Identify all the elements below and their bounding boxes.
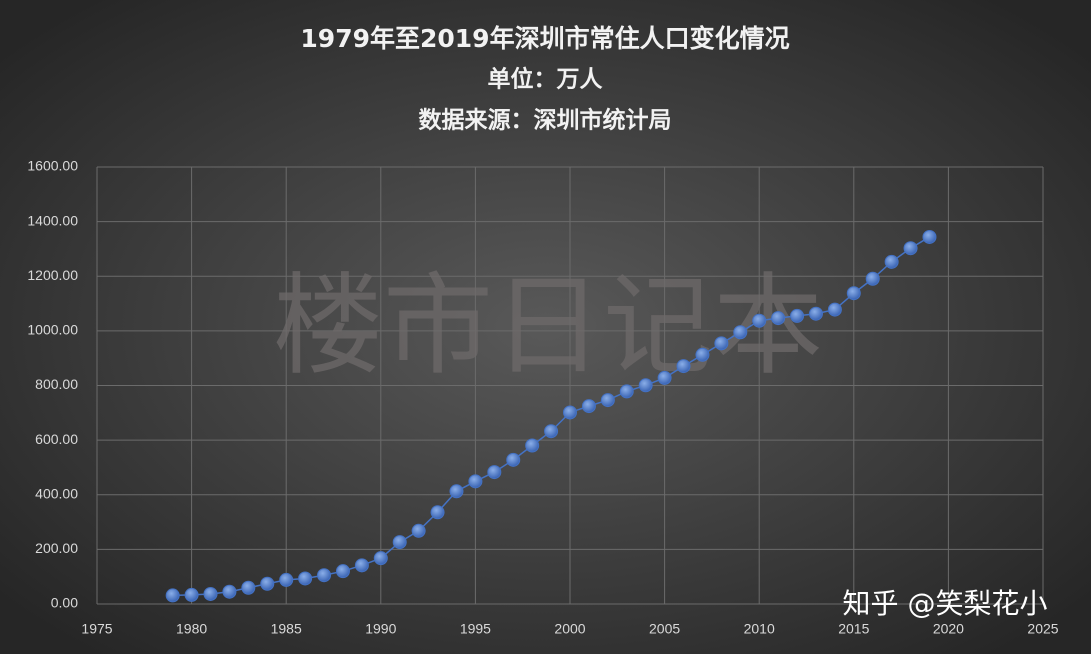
- x-tick-label: 2015: [838, 621, 869, 637]
- data-point: [544, 424, 559, 439]
- data-point: [525, 438, 540, 453]
- x-tick-label: 2010: [744, 621, 775, 637]
- data-point: [638, 378, 653, 393]
- data-point: [298, 571, 313, 586]
- data-point: [676, 359, 691, 374]
- data-point: [600, 393, 615, 408]
- data-point: [827, 302, 842, 317]
- y-tick-label: 1000.00: [27, 322, 78, 338]
- watermark-credit: 知乎 @笑梨花小: [843, 587, 1048, 620]
- data-point: [354, 558, 369, 573]
- x-tick-label: 2025: [1027, 621, 1058, 637]
- data-point: [657, 370, 672, 385]
- data-point: [733, 325, 748, 340]
- data-point: [165, 588, 180, 603]
- data-point: [241, 580, 256, 595]
- data-point: [392, 535, 407, 550]
- y-tick-label: 0.00: [51, 595, 78, 611]
- x-tick-label: 2005: [649, 621, 680, 637]
- data-point: [411, 523, 426, 538]
- data-point: [619, 384, 634, 399]
- data-point: [222, 584, 237, 599]
- data-point: [184, 587, 199, 602]
- data-point: [203, 586, 218, 601]
- data-point: [468, 474, 483, 489]
- x-tick-label: 2020: [933, 621, 964, 637]
- x-tick-label: 1995: [460, 621, 491, 637]
- data-point: [449, 484, 464, 499]
- data-point: [865, 271, 880, 286]
- data-point: [884, 254, 899, 269]
- watermark: 楼市日记本: [273, 262, 823, 390]
- y-tick-label: 1600.00: [27, 158, 78, 174]
- x-tick-label: 1975: [81, 621, 112, 637]
- x-tick-label: 1990: [365, 621, 396, 637]
- x-tick-label: 1980: [176, 621, 207, 637]
- data-point: [922, 229, 937, 244]
- y-tick-label: 400.00: [35, 485, 78, 501]
- y-tick-label: 1400.00: [27, 212, 78, 228]
- chart-title: 1979年至2019年深圳市常住人口变化情况: [300, 24, 789, 53]
- data-point: [808, 306, 823, 321]
- subtitle: 单位：万人: [488, 66, 604, 93]
- y-tick-label: 800.00: [35, 376, 78, 392]
- data-point: [563, 405, 577, 420]
- data-point: [373, 551, 388, 566]
- y-tick-label: 1200.00: [27, 267, 78, 283]
- data-point: [317, 568, 332, 583]
- data-point: [714, 336, 729, 351]
- data-point: [279, 572, 294, 587]
- data-point: [581, 399, 596, 414]
- data-point: [506, 452, 521, 467]
- y-tick-label: 200.00: [35, 540, 78, 556]
- data-point: [430, 505, 445, 520]
- data-point: [335, 564, 350, 579]
- data-point: [846, 286, 861, 301]
- x-tick-label: 1985: [271, 621, 302, 637]
- data-point: [260, 576, 275, 591]
- x-tick-label: 2000: [554, 621, 585, 637]
- subtitle: 数据来源：深圳市统计局: [419, 107, 672, 134]
- data-point: [752, 313, 767, 328]
- y-tick-label: 600.00: [35, 431, 78, 447]
- data-point: [487, 465, 502, 480]
- data-point: [695, 347, 710, 362]
- data-point: [903, 241, 918, 256]
- data-point: [771, 311, 786, 326]
- data-point: [790, 308, 805, 323]
